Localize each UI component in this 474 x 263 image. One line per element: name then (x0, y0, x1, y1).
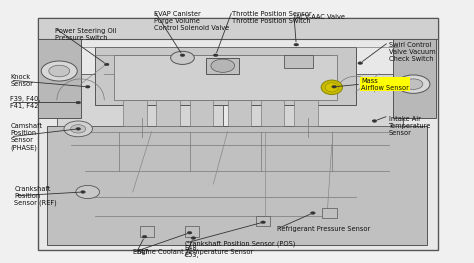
Circle shape (191, 237, 196, 239)
Circle shape (187, 231, 192, 234)
Bar (38, 18, 438, 39)
Bar (237, 74, 403, 126)
Text: Camshaft
Position
Sensor
(PHASE): Camshaft Position Sensor (PHASE) (10, 123, 43, 150)
Bar (294, 100, 318, 126)
Bar (57, 74, 223, 126)
Text: Crankshaft
Position
Sensor (REF): Crankshaft Position Sensor (REF) (14, 186, 57, 206)
Bar (47, 126, 427, 245)
Text: Crankshaft Position Sensor (POS): Crankshaft Position Sensor (POS) (185, 240, 295, 246)
Text: Refrigerant Pressure Sensor: Refrigerant Pressure Sensor (277, 226, 371, 232)
Text: Mass
Airflow Sensor: Mass Airflow Sensor (361, 78, 409, 91)
Text: Intake Air
Temperature
Sensor: Intake Air Temperature Sensor (389, 116, 431, 136)
Bar (261, 100, 284, 126)
Text: Swirl Control
Valve Vacuum
Check Switch: Swirl Control Valve Vacuum Check Switch (389, 42, 435, 62)
Circle shape (294, 43, 299, 46)
Circle shape (211, 59, 235, 72)
Bar (140, 226, 154, 237)
Text: Engine Coolant Temperature Sensor: Engine Coolant Temperature Sensor (133, 250, 253, 255)
Bar (38, 39, 81, 118)
Bar (393, 39, 436, 118)
Bar (123, 100, 147, 126)
Bar (95, 47, 356, 105)
Text: F39, F40,
F41, F42: F39, F40, F41, F42 (10, 96, 41, 109)
Circle shape (397, 75, 430, 93)
Bar (322, 208, 337, 218)
Ellipse shape (321, 80, 342, 94)
Circle shape (76, 185, 100, 199)
Bar (190, 100, 213, 126)
Circle shape (372, 120, 377, 122)
Bar (185, 226, 199, 237)
Circle shape (81, 191, 85, 193)
Circle shape (142, 235, 147, 238)
Circle shape (332, 85, 337, 88)
Circle shape (49, 65, 70, 77)
Text: EVAP Canister
Purge Volume
Control Solenoid Valve: EVAP Canister Purge Volume Control Solen… (154, 11, 229, 31)
Text: E48,
E53,: E48, E53, (184, 245, 199, 258)
Text: Power Steering Oil
Pressure Switch: Power Steering Oil Pressure Switch (55, 28, 116, 41)
Circle shape (261, 221, 265, 224)
Text: E47: E47 (137, 250, 149, 255)
Text: IACV-AAC Valve: IACV-AAC Valve (294, 14, 345, 21)
Bar (228, 100, 251, 126)
Circle shape (76, 101, 81, 104)
Text: Throttle Position Sensor
Throttle Position Switch: Throttle Position Sensor Throttle Positi… (232, 11, 312, 23)
Circle shape (76, 128, 81, 130)
Circle shape (358, 62, 363, 64)
Bar (114, 55, 337, 100)
Circle shape (85, 85, 90, 88)
Ellipse shape (325, 83, 338, 92)
Bar (256, 216, 270, 226)
Bar (284, 55, 313, 68)
Circle shape (171, 51, 194, 64)
Circle shape (404, 79, 423, 89)
Text: Knock
Sensor: Knock Sensor (10, 74, 33, 87)
Circle shape (41, 61, 77, 81)
Circle shape (104, 63, 109, 66)
Circle shape (71, 125, 86, 133)
Bar (156, 100, 180, 126)
Circle shape (310, 212, 315, 214)
Circle shape (64, 121, 92, 137)
Circle shape (180, 54, 185, 57)
Circle shape (213, 54, 218, 57)
Bar (206, 58, 239, 74)
Bar (38, 18, 438, 250)
